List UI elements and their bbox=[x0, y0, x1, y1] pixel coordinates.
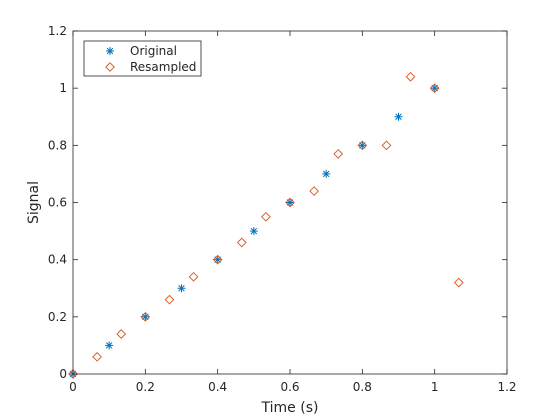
data-point-resampled bbox=[68, 369, 78, 379]
y-axis-label: Signal bbox=[26, 181, 42, 224]
y-tick-label: 1 bbox=[59, 81, 67, 95]
data-point-resampled bbox=[188, 271, 199, 282]
data-point-resampled bbox=[333, 149, 344, 159]
y-tick-label: 0.4 bbox=[48, 253, 67, 267]
y-tick-label: 0.6 bbox=[48, 196, 67, 210]
data-point-resampled bbox=[285, 197, 295, 208]
data-point-resampled bbox=[140, 311, 151, 322]
data-point-original bbox=[430, 84, 439, 93]
data-point-resampled bbox=[429, 83, 440, 94]
x-tick-label: 0.4 bbox=[208, 380, 227, 394]
data-point-resampled bbox=[381, 140, 392, 151]
data-point-original bbox=[249, 227, 258, 236]
data-point-original bbox=[105, 341, 114, 350]
legend-label: Resampled bbox=[130, 60, 196, 74]
data-point-resampled bbox=[236, 237, 247, 248]
data-point-original bbox=[394, 112, 403, 121]
legend-box bbox=[83, 40, 202, 77]
data-point-resampled bbox=[92, 352, 102, 362]
plot-area bbox=[68, 31, 507, 379]
data-point-resampled bbox=[405, 71, 416, 82]
data-point-resampled bbox=[164, 294, 175, 305]
data-point-resampled bbox=[116, 329, 127, 339]
legend-label: Original bbox=[130, 44, 177, 58]
x-tick-label: 0.2 bbox=[136, 380, 155, 394]
legend-item-original: Original bbox=[106, 44, 177, 58]
data-point-original bbox=[141, 312, 150, 321]
y-tick-label: 0.2 bbox=[48, 310, 67, 324]
y-tick-label: 0 bbox=[59, 367, 67, 381]
legend-marker-original bbox=[106, 47, 114, 55]
axes: 0 0.2 0.4 0.6 0.8 1 1.2 0 0.2 0.4 0.6 0.8 1 1.2 Time (… bbox=[26, 24, 517, 416]
x-axis-label: Time (s) bbox=[261, 400, 319, 416]
data-point-original bbox=[322, 169, 331, 178]
x-tick-label: 1.2 bbox=[497, 380, 516, 394]
data-point-original bbox=[286, 198, 294, 207]
data-point-resampled bbox=[309, 186, 319, 196]
y-tick-label: 1.2 bbox=[48, 24, 67, 38]
x-tick-label: 0 bbox=[69, 380, 77, 394]
x-tick-label: 0.6 bbox=[280, 380, 299, 394]
data-point-original bbox=[177, 284, 186, 293]
data-point-original bbox=[358, 141, 367, 150]
y-tick-label: 0.8 bbox=[48, 138, 67, 152]
legend: Original Resampled bbox=[83, 40, 202, 77]
series-resampled bbox=[68, 71, 464, 379]
data-point-resampled bbox=[212, 254, 223, 265]
data-point-resampled bbox=[453, 277, 464, 288]
x-tick-label: 1 bbox=[431, 380, 439, 394]
legend-item-resampled: Resampled bbox=[105, 60, 196, 74]
data-point-original bbox=[213, 255, 222, 264]
x-tick-label: 0.8 bbox=[353, 380, 372, 394]
data-point-resampled bbox=[357, 140, 368, 151]
legend-marker-resampled bbox=[105, 62, 115, 72]
data-point-resampled bbox=[261, 211, 271, 222]
